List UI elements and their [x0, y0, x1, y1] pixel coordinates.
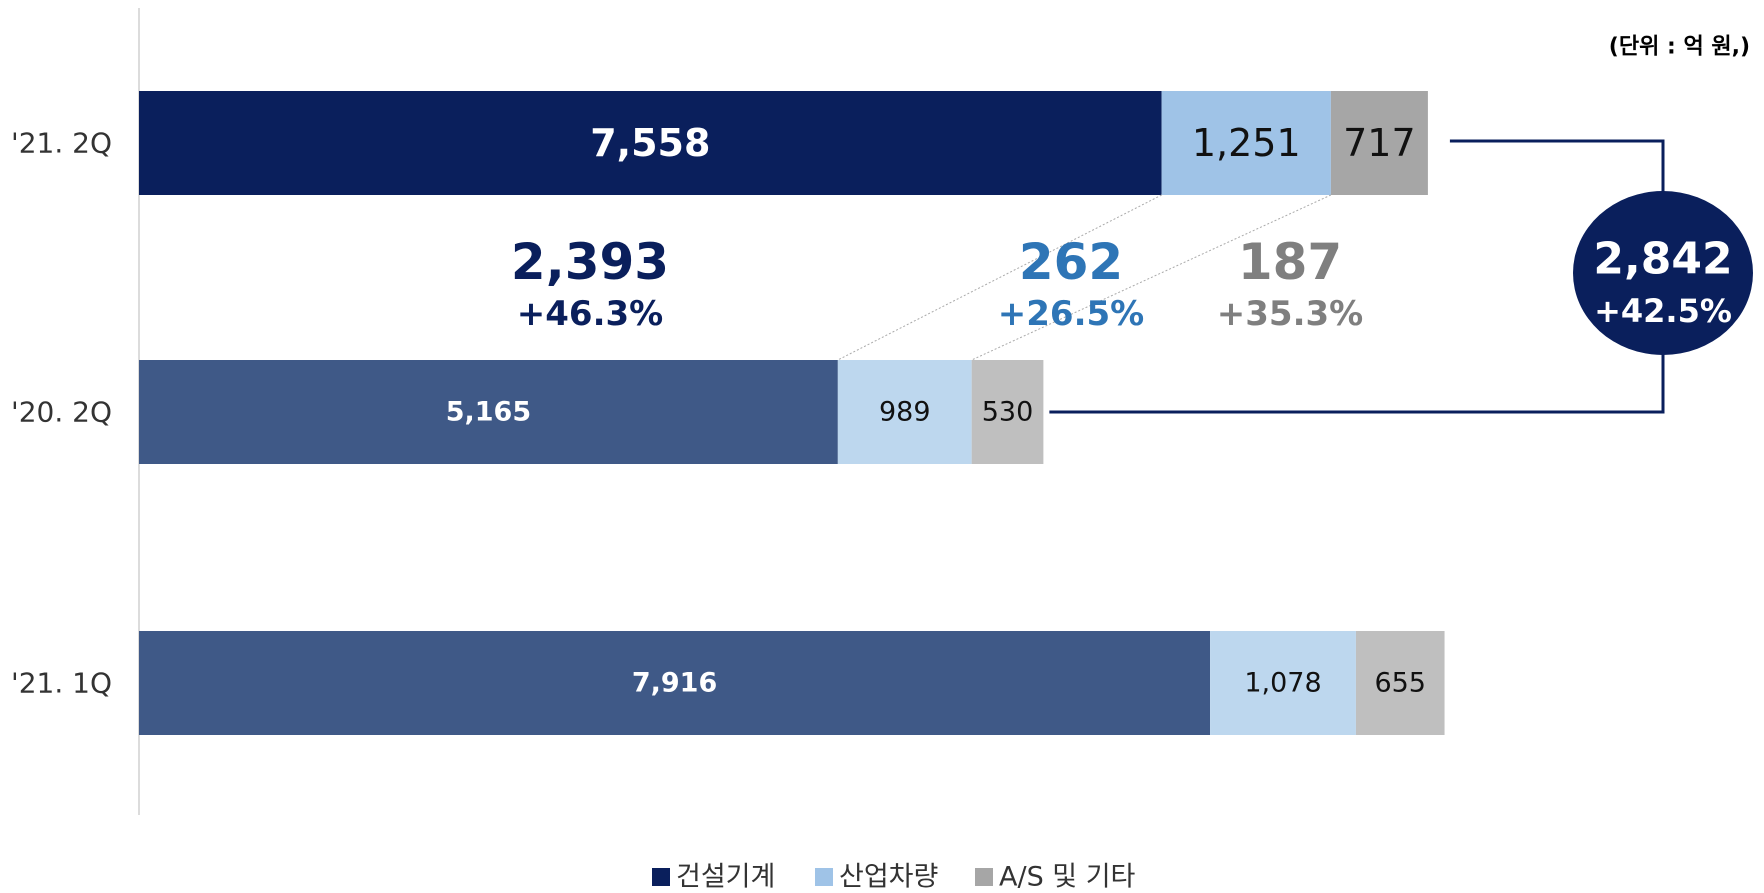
value-label: 1,251 [1192, 121, 1301, 165]
legend-label: 산업차량 [839, 862, 938, 893]
bar-segment [1355, 631, 1445, 735]
category-label: '20. 2Q [11, 396, 112, 429]
total-value: 2,842 [1593, 234, 1732, 285]
value-label: 7,558 [590, 121, 710, 165]
legend-swatch [652, 868, 670, 886]
unit-note: (단위 : 억 원,) [1609, 35, 1750, 60]
category-label: '21. 1Q [11, 667, 112, 700]
value-label: 655 [1374, 668, 1426, 699]
total-bubble [1573, 191, 1753, 355]
value-label: 1,078 [1244, 668, 1321, 699]
change-pct: +46.3% [517, 294, 663, 334]
legend-swatch [975, 868, 993, 886]
bar-segment [139, 91, 1162, 195]
legend-swatch [815, 868, 833, 886]
change-pct: +35.3% [1217, 294, 1363, 334]
legend-label: 건설기계 [676, 862, 775, 893]
category-label: '21. 2Q [11, 127, 112, 160]
guide-line [837, 194, 1162, 361]
change-pct: +26.5% [998, 294, 1144, 334]
value-label: 530 [982, 397, 1034, 428]
bar-segment [139, 631, 1211, 735]
change-value: 187 [1238, 233, 1342, 291]
value-label: 5,165 [446, 397, 531, 428]
legend-label: A/S 및 기타 [999, 862, 1136, 893]
bar-segment [1161, 91, 1331, 195]
change-value: 2,393 [511, 233, 669, 291]
bar-segment [1210, 631, 1356, 735]
bar-segment [139, 360, 838, 464]
guide-line [971, 194, 1332, 361]
value-label: 7,916 [632, 668, 717, 699]
bar-segment [971, 360, 1044, 464]
total-pct: +42.5% [1594, 292, 1732, 330]
bar-segment [837, 360, 972, 464]
bar-segment [1330, 91, 1428, 195]
change-value: 262 [1019, 233, 1123, 291]
value-label: 717 [1343, 121, 1416, 165]
value-label: 989 [879, 397, 931, 428]
